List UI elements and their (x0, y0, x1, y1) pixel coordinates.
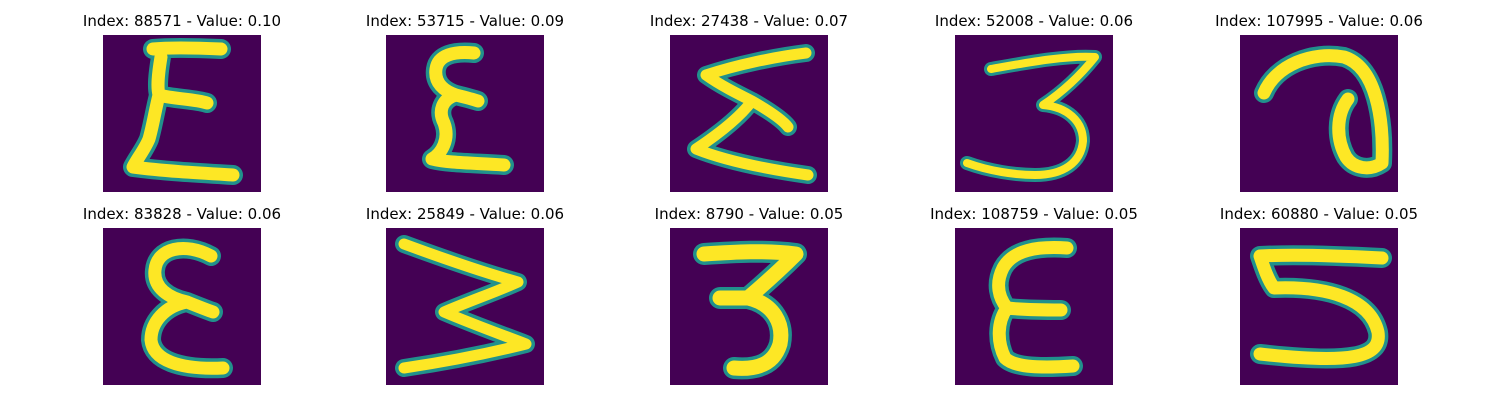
panel-title: Index: 83828 - Value: 0.06 (82, 205, 282, 223)
panel-title: Index: 88571 - Value: 0.10 (82, 12, 282, 30)
digit-panel-3: Index: 27438 - Value: 0.07 (629, 12, 869, 192)
digit-panel-9: Index: 108759 - Value: 0.05 (914, 205, 1154, 385)
digit-image (670, 35, 828, 192)
panel-title: Index: 25849 - Value: 0.06 (365, 205, 565, 223)
digit-panel-2: Index: 53715 - Value: 0.09 (345, 12, 585, 192)
digit-image (103, 228, 261, 385)
digit-image (386, 35, 544, 192)
digit-panel-8: Index: 8790 - Value: 0.05 (629, 205, 869, 385)
digit-image (670, 228, 828, 385)
panel-title: Index: 108759 - Value: 0.05 (930, 205, 1138, 223)
panel-title: Index: 60880 - Value: 0.05 (1219, 205, 1419, 223)
panel-title: Index: 27438 - Value: 0.07 (649, 12, 849, 30)
panel-title: Index: 52008 - Value: 0.06 (934, 12, 1134, 30)
digit-panel-6: Index: 83828 - Value: 0.06 (62, 205, 302, 385)
digit-panel-5: Index: 107995 - Value: 0.06 (1199, 12, 1439, 192)
digit-image (103, 35, 261, 192)
digit-panel-4: Index: 52008 - Value: 0.06 (914, 12, 1154, 192)
panel-title: Index: 8790 - Value: 0.05 (654, 205, 844, 223)
panel-title: Index: 53715 - Value: 0.09 (365, 12, 565, 30)
panel-title: Index: 107995 - Value: 0.06 (1215, 12, 1423, 30)
digit-image (955, 228, 1113, 385)
digit-panel-7: Index: 25849 - Value: 0.06 (345, 205, 585, 385)
digit-image (1240, 228, 1398, 385)
digit-image (955, 35, 1113, 192)
digit-image (386, 228, 544, 385)
digit-panel-10: Index: 60880 - Value: 0.05 (1199, 205, 1439, 385)
digit-panel-1: Index: 88571 - Value: 0.10 (62, 12, 302, 192)
digit-image (1240, 35, 1398, 192)
